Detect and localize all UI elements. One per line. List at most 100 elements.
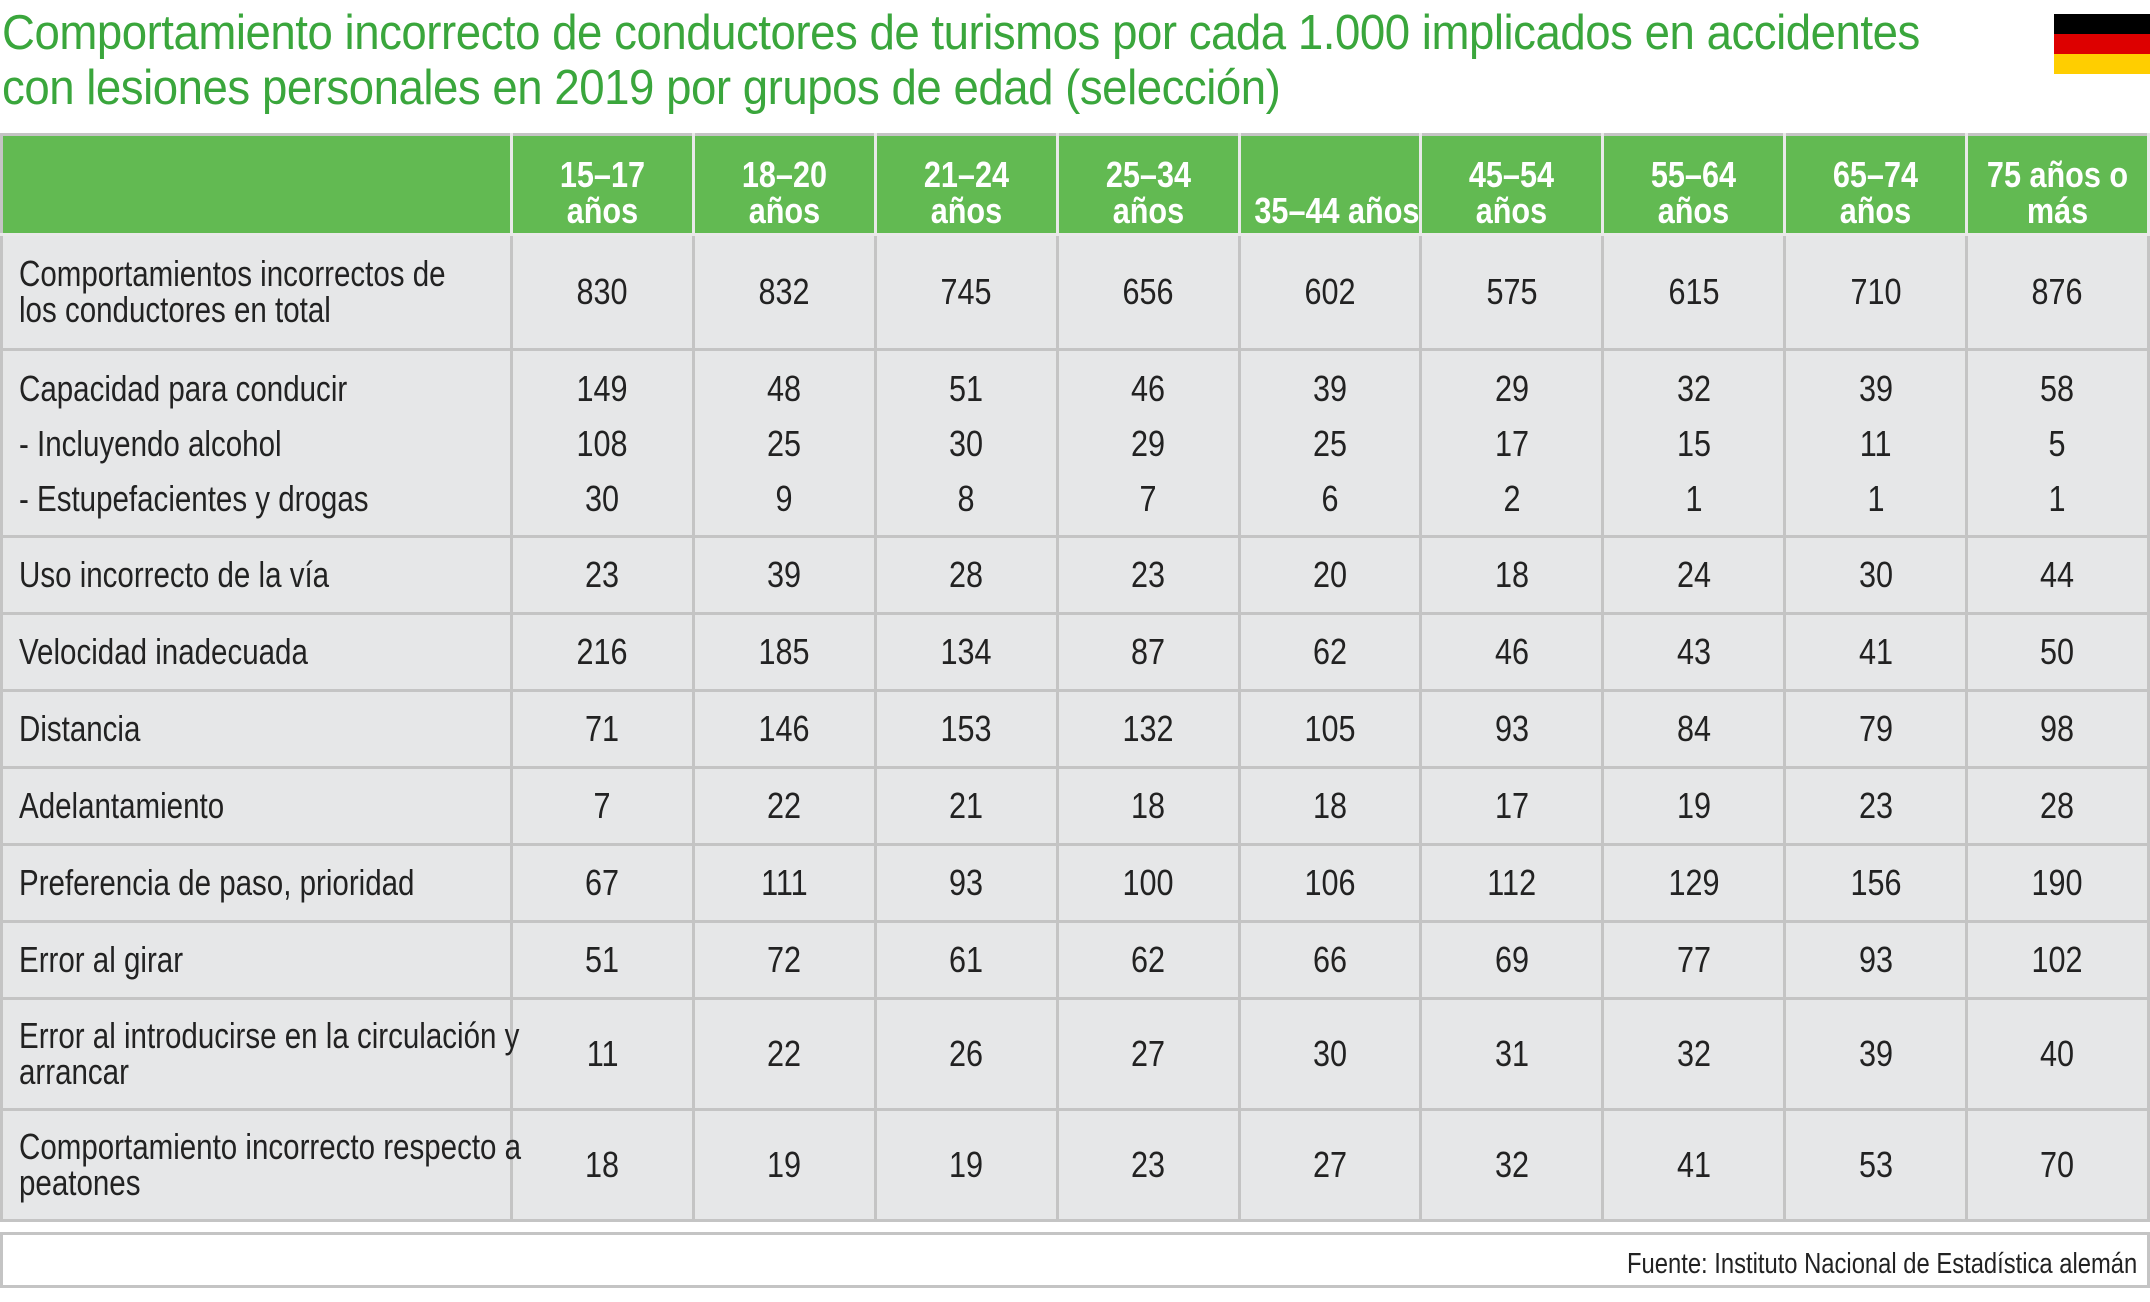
cell-value-text: 1 bbox=[1867, 477, 1885, 519]
cell-value: 2 bbox=[1422, 471, 1601, 526]
table-cell: 575 bbox=[1419, 233, 1605, 351]
cell-value: 84 bbox=[1674, 708, 1714, 749]
cell-value-text: 39 bbox=[1312, 367, 1347, 409]
cell-value: 17 bbox=[1422, 416, 1601, 471]
chart-title-line-1: Comportamiento incorrecto de conductores… bbox=[2, 6, 1920, 60]
row-label: Comportamientos incorrectos de los conduc… bbox=[0, 233, 513, 351]
cell-value-text: 23 bbox=[1131, 554, 1166, 595]
cell-value-text: 8 bbox=[957, 477, 975, 519]
column-header: 65–74 años bbox=[1783, 133, 1968, 236]
table-cell: 72 bbox=[691, 920, 877, 1000]
cell-value: 185 bbox=[754, 631, 814, 672]
cell-value: 93 bbox=[946, 862, 986, 903]
row-label: Uso incorrecto de la vía bbox=[0, 535, 513, 615]
column-header-line: más bbox=[2026, 190, 2089, 231]
cell-value-text: 710 bbox=[1850, 271, 1902, 312]
table-cell: 146 bbox=[691, 689, 877, 769]
cell-value-text: 93 bbox=[1858, 939, 1893, 980]
cell-value: 98 bbox=[2037, 708, 2077, 749]
row-label: Comportamiento incorrecto respecto a peat… bbox=[0, 1108, 521, 1222]
table-cell: 21 bbox=[873, 766, 1059, 846]
cell-value-text: 30 bbox=[949, 422, 984, 464]
cell-value-text: 51 bbox=[585, 939, 620, 980]
table-cell: 32 bbox=[1601, 997, 1787, 1111]
column-header-line: años bbox=[1476, 190, 1548, 231]
table-cell: 18 bbox=[1055, 766, 1241, 846]
cell-value-text: 19 bbox=[949, 1144, 984, 1185]
table-cell: 93 bbox=[873, 843, 1059, 923]
cell-value: 18 bbox=[1492, 554, 1532, 595]
cell-value-text: 30 bbox=[585, 477, 620, 519]
cell-value-text: 41 bbox=[1858, 631, 1893, 672]
row-label-text: Adelantamiento bbox=[19, 785, 225, 826]
cell-value: 27 bbox=[1128, 1033, 1168, 1074]
table-cell: 19 bbox=[691, 1108, 877, 1222]
cell-value: 39 bbox=[1241, 361, 1420, 416]
row-label-text: - Estupefacientes y drogas bbox=[19, 477, 369, 519]
column-header-line: 55–64 bbox=[1651, 154, 1737, 195]
column-header-line: 65–74 bbox=[1833, 154, 1919, 195]
cell-value: 67 bbox=[582, 862, 622, 903]
cell-value-text: 18 bbox=[1312, 785, 1347, 826]
cell-value-text: 53 bbox=[1858, 1144, 1893, 1185]
cell-value-text: 32 bbox=[1494, 1144, 1529, 1185]
cell-value-text: 31 bbox=[1494, 1033, 1529, 1074]
cell-value-text: 6 bbox=[1321, 477, 1339, 519]
column-header: 21–24 años bbox=[873, 133, 1059, 236]
table-cell: 39 bbox=[691, 535, 877, 615]
table-cell: 62 bbox=[1237, 612, 1423, 692]
cell-value: 19 bbox=[946, 1144, 986, 1185]
row-label: Velocidad inadecuada bbox=[0, 612, 513, 692]
row-label-line: Distancia bbox=[19, 711, 510, 747]
cell-value-text: 62 bbox=[1312, 631, 1347, 672]
table-cell: 43 bbox=[1601, 612, 1787, 692]
row-label: Distancia bbox=[0, 689, 513, 769]
table-cell: 615 bbox=[1601, 233, 1787, 351]
cell-value-text: 30 bbox=[1858, 554, 1893, 595]
table-cell: 23 bbox=[1783, 766, 1968, 846]
cell-value: 30 bbox=[877, 416, 1056, 471]
cell-value: 69 bbox=[1492, 939, 1532, 980]
flag-stripe bbox=[2054, 54, 2150, 74]
column-header-line: años bbox=[566, 190, 639, 231]
cell-value: 51 bbox=[582, 939, 622, 980]
cell-value-text: 11 bbox=[1859, 422, 1892, 464]
table-cell: 62 bbox=[1055, 920, 1241, 1000]
cell-value: 11 bbox=[1786, 416, 1965, 471]
cell-value: 105 bbox=[1300, 708, 1360, 749]
table-row: Capacidad para conducir - Incluyendo alco… bbox=[0, 348, 2150, 538]
row-label-line: - Incluyendo alcohol bbox=[19, 416, 510, 471]
table-cell: 129 bbox=[1601, 843, 1787, 923]
cell-value: 134 bbox=[936, 631, 996, 672]
table-cell: 53 bbox=[1783, 1108, 1968, 1222]
column-header: 18–20 años bbox=[691, 133, 877, 236]
cell-value-text: 50 bbox=[2040, 631, 2075, 672]
cell-value-text: 602 bbox=[1304, 271, 1356, 312]
table-cell: 40 bbox=[1965, 997, 2150, 1111]
cell-value: 23 bbox=[1856, 785, 1896, 826]
cell-value-text: 17 bbox=[1494, 422, 1529, 464]
cell-value-text: 71 bbox=[585, 708, 620, 749]
cell-value-text: 100 bbox=[1122, 862, 1174, 903]
cell-value-text: 18 bbox=[585, 1144, 620, 1185]
table-cell: 106 bbox=[1237, 843, 1423, 923]
cell-value: 146 bbox=[754, 708, 814, 749]
table-cell: 51 30 8 bbox=[873, 348, 1059, 538]
row-label-text: peatones bbox=[19, 1162, 141, 1203]
table-cell: 28 bbox=[1965, 766, 2150, 846]
cell-value: 27 bbox=[1310, 1144, 1350, 1185]
table-cell: 832 bbox=[691, 233, 877, 351]
row-label: Preferencia de paso, prioridad bbox=[0, 843, 513, 923]
cell-value: 62 bbox=[1310, 631, 1350, 672]
table-cell: 93 bbox=[1783, 920, 1968, 1000]
cell-value: 51 bbox=[877, 361, 1056, 416]
cell-value: 1 bbox=[1786, 471, 1965, 526]
cell-value-text: 25 bbox=[767, 422, 802, 464]
cell-value-text: 134 bbox=[940, 631, 992, 672]
cell-value: 46 bbox=[1059, 361, 1238, 416]
cell-value-text: 18 bbox=[1494, 554, 1529, 595]
cell-value: 32 bbox=[1604, 361, 1783, 416]
cell-value: 43 bbox=[1674, 631, 1714, 672]
table-cell: 602 bbox=[1237, 233, 1423, 351]
table-cell: 27 bbox=[1237, 1108, 1423, 1222]
